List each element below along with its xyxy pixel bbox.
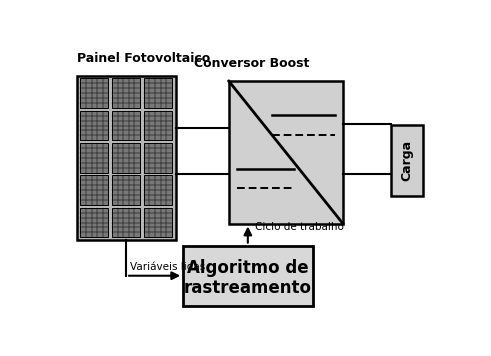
Bar — [144, 176, 172, 205]
Bar — [81, 208, 109, 237]
Text: Painel Fotovoltaico: Painel Fotovoltaico — [77, 52, 210, 65]
Text: Algoritmo de: Algoritmo de — [187, 260, 309, 277]
Bar — [112, 208, 140, 237]
Bar — [81, 111, 109, 140]
Bar — [390, 125, 423, 196]
Text: Ciclo de trabalho: Ciclo de trabalho — [255, 222, 344, 232]
Text: Conversor Boost: Conversor Boost — [194, 57, 309, 70]
Bar — [112, 78, 140, 108]
Bar — [183, 246, 313, 306]
Text: rastreamento: rastreamento — [184, 279, 312, 297]
Bar — [112, 143, 140, 173]
Bar — [77, 75, 176, 240]
Bar — [144, 78, 172, 108]
Bar — [144, 208, 172, 237]
Bar — [81, 176, 109, 205]
Bar — [144, 111, 172, 140]
Text: Carga: Carga — [400, 140, 413, 181]
Bar — [81, 78, 109, 108]
Bar — [112, 176, 140, 205]
Text: Variáveis lidas: Variáveis lidas — [130, 262, 205, 272]
Bar — [229, 81, 343, 224]
Bar — [144, 143, 172, 173]
Bar — [81, 143, 109, 173]
Bar — [112, 111, 140, 140]
